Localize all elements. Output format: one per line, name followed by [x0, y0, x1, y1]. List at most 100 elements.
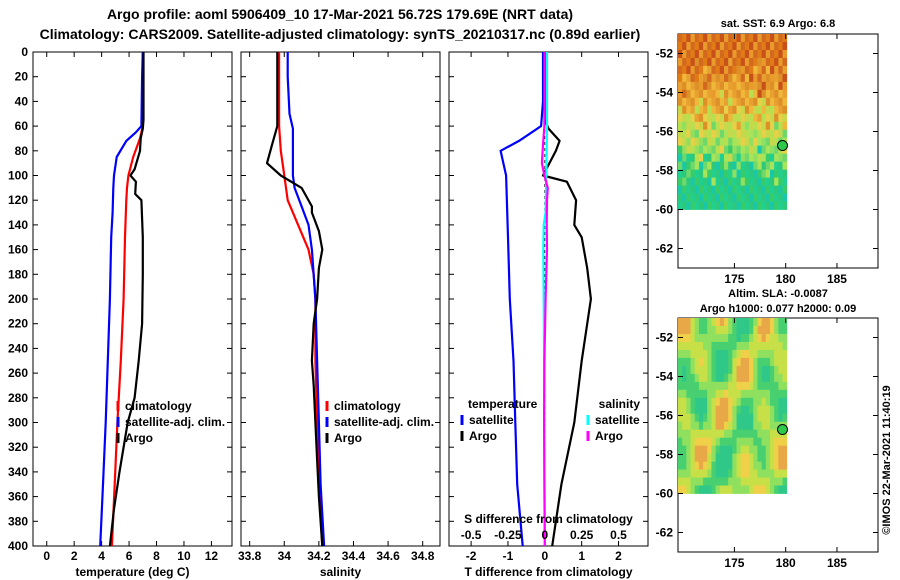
map-cell [728, 453, 733, 462]
map-cell [753, 65, 758, 75]
map-cell [707, 137, 712, 147]
map-cell [711, 437, 717, 447]
map-cell [757, 318, 763, 327]
temperature-xlabel: temperature (deg C) [75, 565, 189, 579]
map-cell [724, 413, 729, 423]
map-cell [782, 169, 788, 178]
map-cell [707, 485, 712, 494]
map-cell [715, 145, 721, 155]
map-cell [698, 341, 704, 351]
map-cell [711, 89, 717, 99]
map-cell [765, 405, 771, 415]
map-cell [711, 129, 717, 139]
map-cell [719, 73, 725, 83]
map-cell [749, 65, 754, 75]
map-cell [686, 105, 691, 115]
temperature-legend-label: satellite-adj. clim. [125, 415, 225, 429]
map-cell [740, 485, 746, 494]
map-cell [698, 461, 704, 470]
map-cell [761, 318, 767, 327]
map-cell [757, 57, 763, 67]
map-cell [707, 105, 712, 115]
temperature-xtick-label: 0 [43, 549, 50, 563]
map-cell [728, 405, 733, 415]
map-cell [724, 81, 729, 91]
map-cell [711, 161, 717, 171]
map-cell [761, 177, 767, 186]
map-cell [719, 89, 725, 99]
sla-lon-label: 175 [724, 556, 744, 570]
map-cell [736, 169, 742, 178]
map-cell [728, 461, 733, 470]
salinity-legend-label: climatology [334, 399, 401, 413]
map-cell [694, 185, 700, 194]
map-cell [711, 389, 717, 399]
map-cell [728, 145, 733, 155]
map-cell [678, 405, 683, 415]
map-cell [724, 34, 729, 43]
map-cell [698, 373, 704, 383]
map-cell [719, 145, 725, 155]
map-cell [724, 421, 729, 431]
map-cell [774, 145, 779, 155]
salinity-series-argo [265, 52, 324, 547]
map-cell [740, 461, 746, 470]
map-cell [690, 437, 696, 447]
map-cell [778, 333, 783, 343]
sst-lat-label: -54 [656, 86, 674, 100]
map-cell [711, 113, 717, 123]
map-cell [765, 318, 771, 327]
map-cell [703, 137, 708, 147]
map-cell [698, 365, 704, 375]
map-cell [744, 381, 750, 391]
map-cell [724, 161, 729, 171]
map-cell [765, 185, 771, 194]
map-cell [765, 34, 771, 43]
map-cell [757, 177, 763, 186]
map-cell [736, 153, 742, 163]
map-cell [711, 41, 717, 51]
map-cell [724, 453, 729, 462]
map-cell [686, 421, 691, 431]
map-cell [719, 445, 725, 455]
map-cell [736, 185, 742, 194]
map-cell [724, 177, 729, 186]
map-cell [694, 177, 700, 186]
map-cell [736, 57, 742, 67]
map-cell [753, 397, 758, 407]
depth-tick-label: 300 [8, 416, 28, 430]
map-cell [744, 129, 750, 139]
map-cell [707, 169, 712, 178]
map-cell [724, 185, 729, 194]
map-cell [778, 121, 783, 131]
map-cell [778, 341, 783, 351]
map-cell [761, 453, 767, 462]
map-cell [769, 413, 775, 423]
map-cell [678, 161, 683, 171]
map-cell [744, 121, 750, 131]
map-cell [719, 437, 725, 447]
map-cell [715, 113, 721, 123]
salinity-legend-label: Argo [334, 431, 362, 445]
map-cell [719, 41, 725, 51]
map-cell [765, 341, 771, 351]
map-cell [765, 469, 771, 478]
map-cell [757, 373, 763, 383]
map-cell [698, 389, 704, 399]
map-cell [728, 485, 733, 494]
map-cell [753, 105, 758, 115]
map-cell [749, 57, 754, 67]
map-cell [753, 437, 758, 447]
sst-lon-label: 175 [724, 272, 744, 286]
map-cell [703, 405, 708, 415]
map-cell [765, 41, 771, 51]
map-cell [765, 325, 771, 335]
map-cell [782, 357, 788, 367]
map-cell [749, 318, 754, 327]
map-cell [774, 105, 779, 115]
map-cell [753, 73, 758, 83]
map-cell [728, 318, 733, 327]
map-cell [711, 461, 717, 470]
map-cell [724, 97, 729, 107]
map-cell [744, 333, 750, 343]
